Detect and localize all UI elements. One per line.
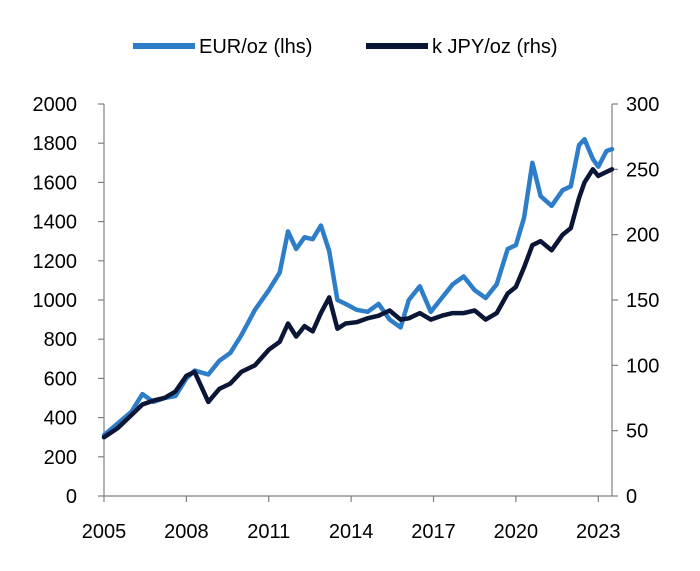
legend-label-eur: EUR/oz (lhs) bbox=[199, 36, 312, 58]
y-left-tick-label: 200 bbox=[44, 447, 77, 469]
y-right-tick-label: 300 bbox=[626, 94, 659, 116]
legend: EUR/oz (lhs) k JPY/oz (rhs) bbox=[133, 36, 558, 58]
legend-label-jpy: k JPY/oz (rhs) bbox=[432, 36, 558, 58]
y-left-tick-label: 1200 bbox=[33, 251, 78, 273]
series-line-eur bbox=[101, 137, 615, 438]
x-tick-label: 2005 bbox=[82, 521, 127, 543]
y-left-tick-label: 800 bbox=[44, 329, 77, 351]
y-left-tick-label: 1800 bbox=[33, 133, 78, 155]
y-right-tick-label: 0 bbox=[626, 486, 637, 508]
y-right-tick-label: 200 bbox=[626, 225, 659, 247]
y-left-tick-label: 1400 bbox=[33, 212, 78, 234]
y-left-tick-label: 0 bbox=[66, 486, 77, 508]
x-tick-label: 2008 bbox=[164, 521, 209, 543]
series-layer bbox=[101, 137, 615, 440]
y-left-tick-label: 400 bbox=[44, 408, 77, 430]
axes: 0 200 400 600 800 1000 1200 1400 1600 1800 2000 0 50… bbox=[33, 94, 660, 543]
y-right-tick-label: 150 bbox=[626, 290, 659, 312]
y-left-tick-label: 1000 bbox=[33, 290, 78, 312]
x-tick-label: 2011 bbox=[247, 521, 290, 543]
x-tick-label: 2017 bbox=[411, 521, 456, 543]
x-tick-label: 2020 bbox=[494, 521, 539, 543]
x-tick-label: 2014 bbox=[329, 521, 374, 543]
y-right-tick-label: 50 bbox=[626, 421, 648, 443]
y-right-tick-label: 100 bbox=[626, 355, 659, 377]
y-right-tick-label: 250 bbox=[626, 159, 659, 181]
series-line-jpy bbox=[101, 167, 615, 440]
y-left-tick-label: 600 bbox=[44, 368, 77, 390]
y-left-tick-label: 2000 bbox=[33, 94, 78, 116]
y-left-tick-label: 1600 bbox=[33, 172, 78, 194]
x-tick-label: 2023 bbox=[576, 521, 621, 543]
